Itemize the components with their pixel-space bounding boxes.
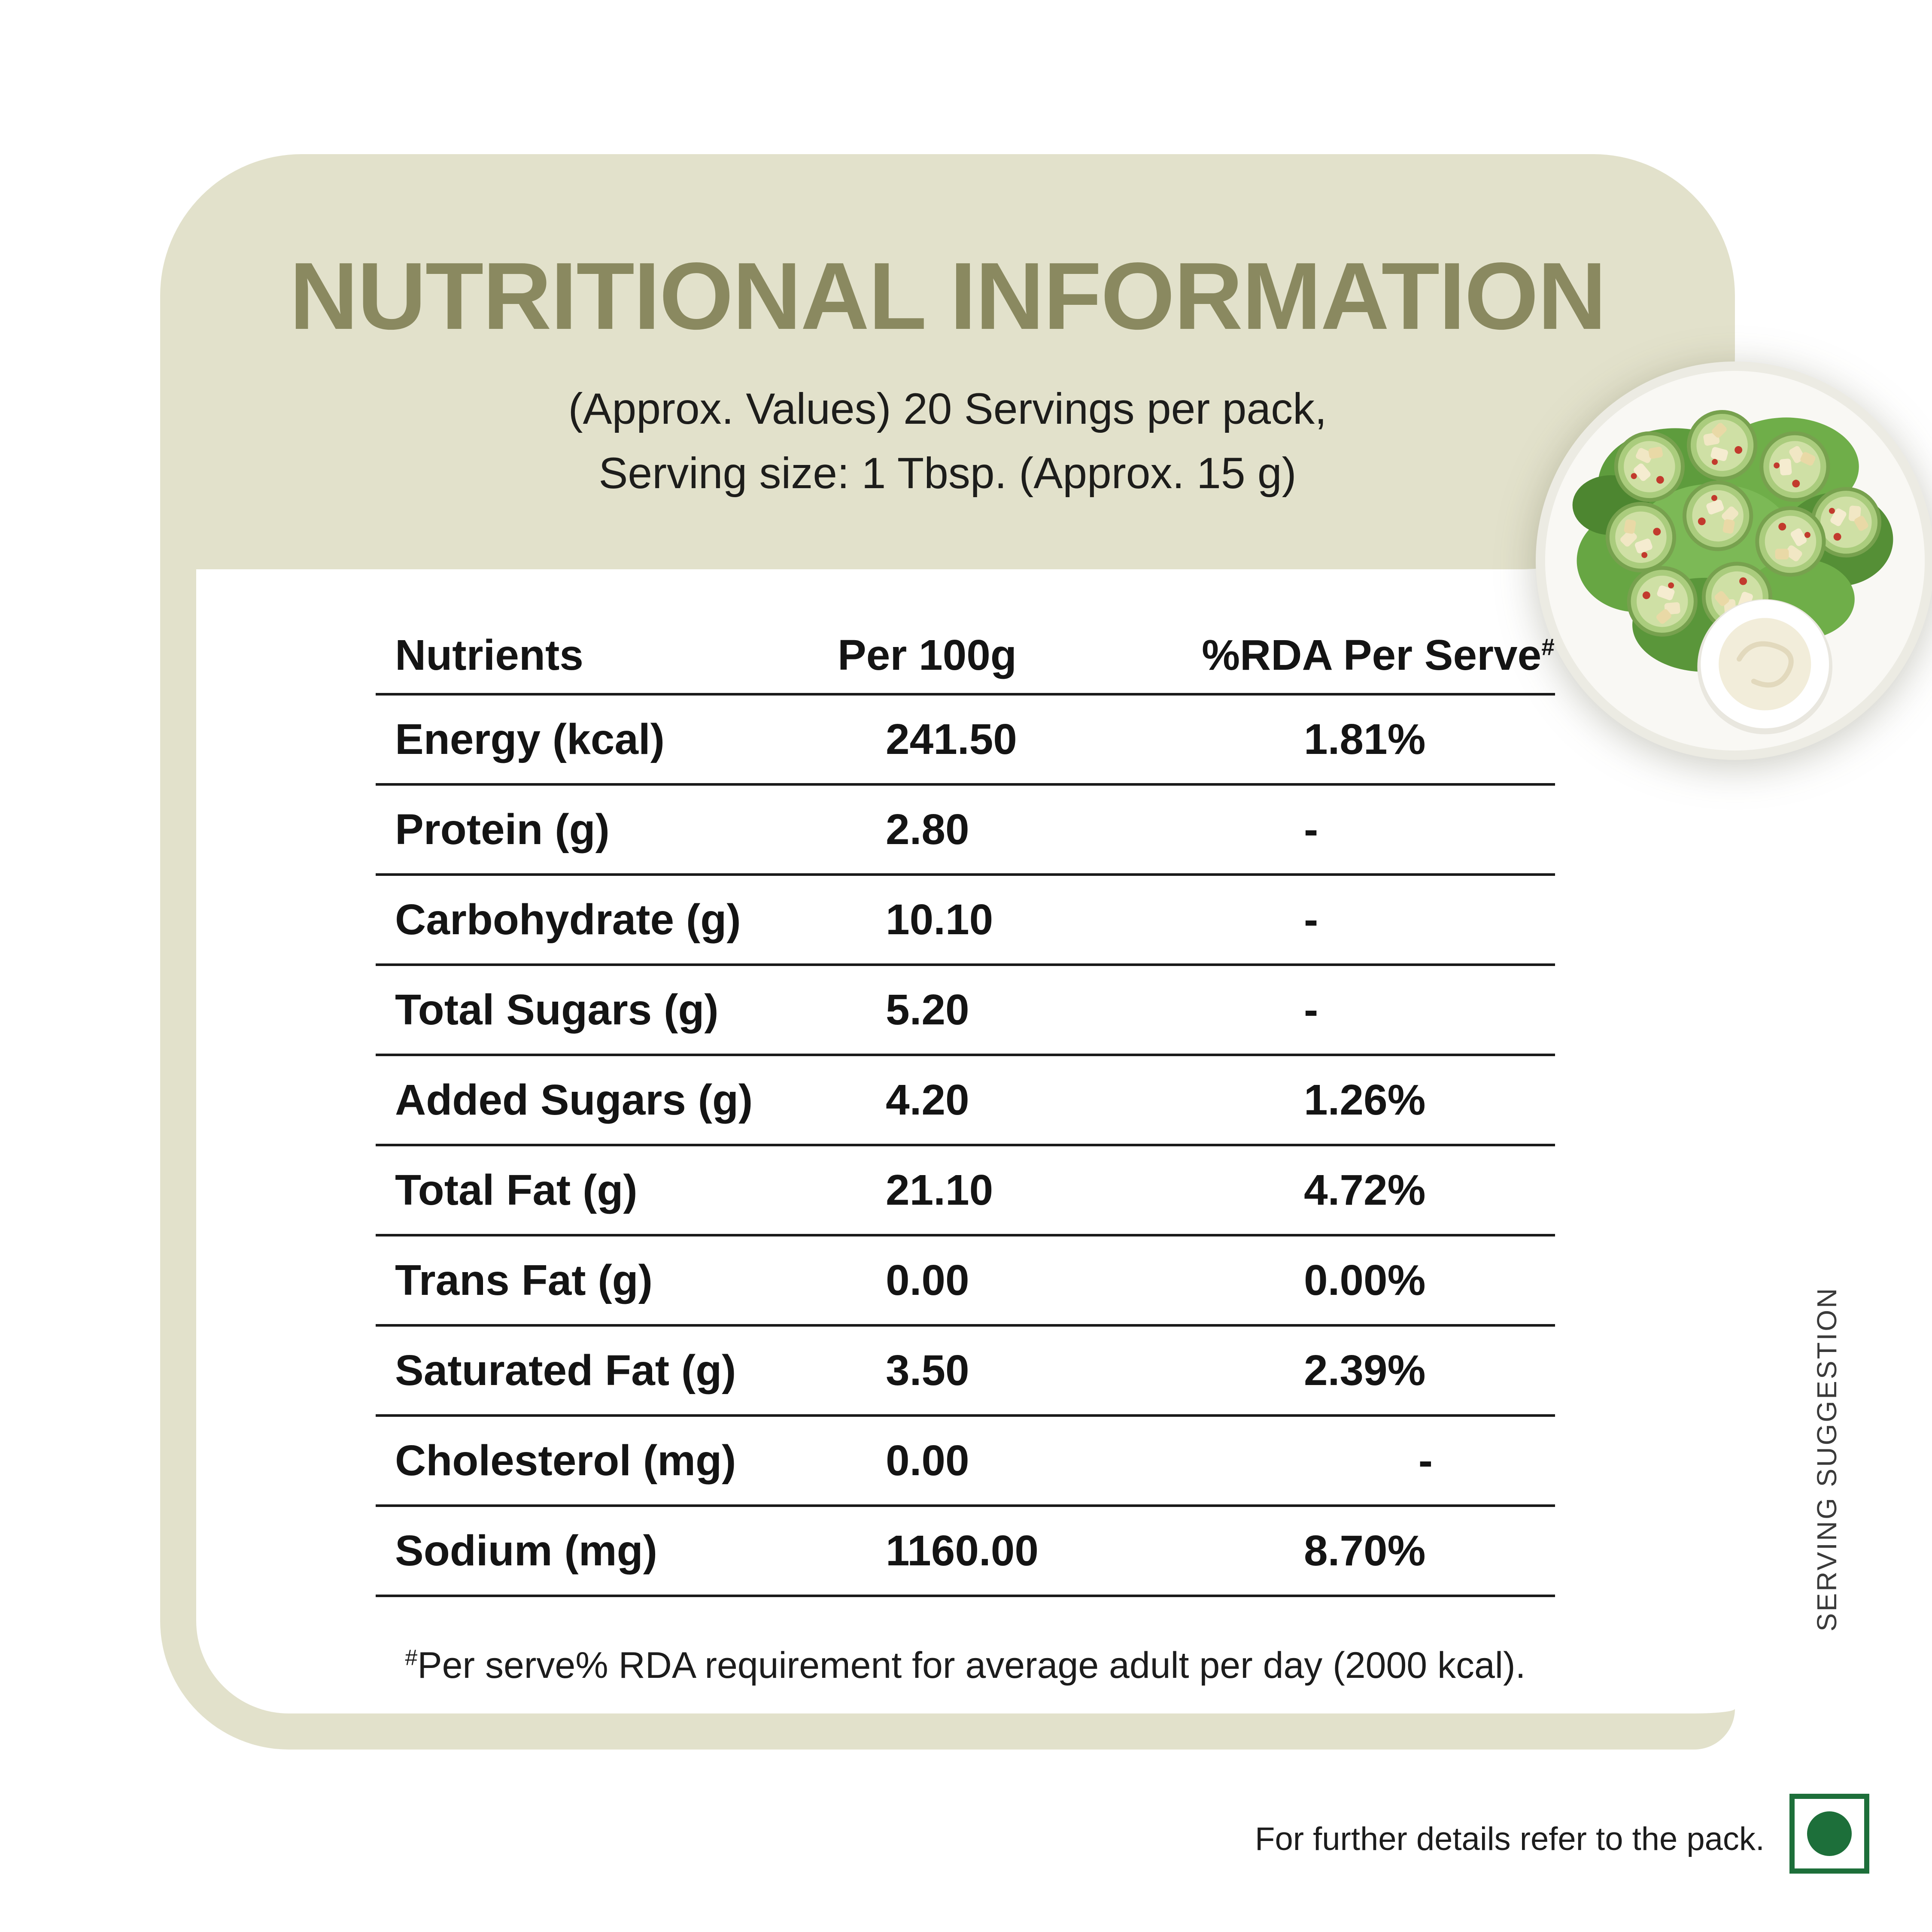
nutrient-name: Saturated Fat (g) — [395, 1346, 736, 1394]
rda-superscript: # — [1541, 633, 1555, 660]
nutrient-name: Protein (g) — [395, 805, 610, 854]
table-row-cholesterol: Cholesterol (mg) 0.00 - — [376, 1417, 1555, 1507]
table-row-sodium: Sodium (mg) 1160.00 8.70% — [376, 1507, 1555, 1597]
per-100g-value: 2.80 — [886, 805, 969, 854]
rda-value: 0.00% — [1304, 1256, 1426, 1304]
nutrient-name: Energy (kcal) — [395, 715, 665, 763]
column-header-per-100g: Per 100g — [838, 631, 1017, 679]
rda-value: - — [1304, 805, 1318, 854]
rda-value: 1.81% — [1304, 715, 1426, 763]
table-row-total-fat: Total Fat (g) 21.10 4.72% — [376, 1146, 1555, 1236]
rda-value: 4.72% — [1304, 1166, 1426, 1214]
veg-mark-icon — [1789, 1794, 1869, 1874]
veg-mark-dot — [1807, 1811, 1852, 1856]
nutrition-table: Nutrients Per 100g %RDA Per Serve# Energ… — [376, 623, 1555, 1597]
column-header-rda-per-serve: %RDA Per Serve# — [1201, 631, 1555, 680]
nutrient-name: Added Sugars (g) — [395, 1075, 753, 1124]
nutrient-name: Carbohydrate (g) — [395, 895, 741, 944]
per-100g-value: 0.00 — [886, 1436, 969, 1485]
rda-value: - — [1418, 1436, 1433, 1485]
column-header-nutrients: Nutrients — [395, 631, 583, 679]
rda-value: - — [1304, 895, 1318, 944]
rda-value: 2.39% — [1304, 1346, 1426, 1394]
subtitle-line-1: (Approx. Values) 20 Servings per pack, — [568, 384, 1327, 434]
panel-frame-border — [160, 515, 1735, 1750]
table-row-saturated-fat: Saturated Fat (g) 3.50 2.39% — [376, 1327, 1555, 1417]
nutrient-name: Total Fat (g) — [395, 1166, 638, 1214]
per-100g-value: 1160.00 — [886, 1526, 1039, 1575]
column-header-rda-label: %RDA Per Serve — [1202, 631, 1542, 679]
per-100g-value: 5.20 — [886, 985, 969, 1034]
table-header-row: Nutrients Per 100g %RDA Per Serve# — [376, 623, 1555, 696]
rda-footnote: #Per serve% RDA requirement for average … — [376, 1644, 1555, 1687]
nutrient-name: Trans Fat (g) — [395, 1256, 653, 1304]
footer-note: For further details refer to the pack. — [1255, 1821, 1765, 1857]
serving-plate-photo — [1534, 360, 1932, 762]
serving-suggestion-label: SERVING SUGGESTION — [1811, 1286, 1842, 1631]
rda-value: 1.26% — [1304, 1075, 1426, 1124]
subtitle-line-2: Serving size: 1 Tbsp. (Approx. 15 g) — [598, 449, 1297, 498]
per-100g-value: 4.20 — [886, 1075, 969, 1124]
table-row-added-sugars: Added Sugars (g) 4.20 1.26% — [376, 1056, 1555, 1146]
footnote-text: Per serve% RDA requirement for average a… — [417, 1645, 1526, 1686]
per-100g-value: 10.10 — [886, 895, 993, 944]
nutrient-name: Cholesterol (mg) — [395, 1436, 736, 1485]
panel-subtitle: (Approx. Values) 20 Servings per pack, S… — [160, 377, 1735, 505]
nutrient-name: Sodium (mg) — [395, 1526, 658, 1575]
per-100g-value: 21.10 — [886, 1166, 993, 1214]
per-100g-value: 241.50 — [886, 715, 1017, 763]
page-title: NUTRITIONAL INFORMATION — [289, 243, 1607, 349]
per-100g-value: 0.00 — [886, 1256, 969, 1304]
table-row-trans-fat: Trans Fat (g) 0.00 0.00% — [376, 1236, 1555, 1327]
table-row-protein: Protein (g) 2.80 - — [376, 786, 1555, 876]
dip-bowl — [1697, 599, 1833, 735]
table-row-energy: Energy (kcal) 241.50 1.81% — [376, 696, 1555, 786]
footnote-superscript: # — [405, 1645, 418, 1670]
table-row-total-sugars: Total Sugars (g) 5.20 - — [376, 966, 1555, 1056]
panel-header: NUTRITIONAL INFORMATION (Approx. Values)… — [160, 154, 1735, 569]
nutrient-name: Total Sugars (g) — [395, 985, 719, 1034]
table-row-carbohydrate: Carbohydrate (g) 10.10 - — [376, 876, 1555, 966]
rda-value: 8.70% — [1304, 1526, 1426, 1575]
rda-value: - — [1304, 985, 1318, 1034]
per-100g-value: 3.50 — [886, 1346, 969, 1394]
